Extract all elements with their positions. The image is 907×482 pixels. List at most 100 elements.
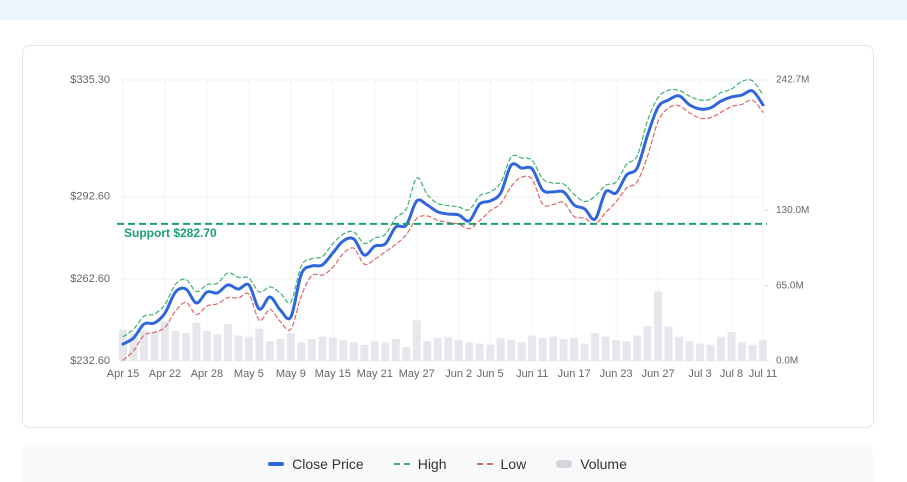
support-label: Support $282.70 [124,226,217,240]
x-tick-label: Apr 22 [149,368,181,380]
x-tick-label: May 15 [315,368,351,380]
y-tick-label: $232.60 [70,355,110,367]
y2-tick-label: 242.7M [776,75,809,86]
volume-bar [234,335,243,361]
volume-bar [213,334,222,361]
x-tick-label: May 9 [276,368,306,380]
line-2 [122,99,764,361]
volume-bar [381,342,390,361]
legend-item[interactable]: High [393,455,447,472]
volume-bar [748,344,757,361]
volume-bar [570,337,579,361]
legend-item[interactable]: Volume [556,456,627,472]
x-tick-label: May 27 [399,368,435,380]
legend-item[interactable]: Low [476,455,527,472]
volume-bar [696,343,705,361]
volume-bar [391,339,400,361]
volume-bar [738,342,747,361]
volume-bar [192,322,201,361]
volume-bar [601,336,610,361]
volume-bar [360,344,369,361]
volume-bar [675,336,684,361]
volume-bar [150,332,159,361]
volume-bar [276,339,285,361]
legend-label: High [417,455,447,472]
legend-swatch [556,459,573,468]
volume-bar [706,344,715,361]
volume-bar [307,339,316,361]
volume-bar [643,326,652,361]
legend-swatch [476,462,493,465]
volume-bar [727,332,736,361]
legend-item[interactable]: Close Price [268,456,364,472]
volume-bar [286,333,295,361]
top-bar [0,0,907,20]
legend-label: Low [500,455,527,472]
x-tick-label: May 21 [357,368,393,380]
volume-bar [244,336,253,361]
volume-bar [475,343,484,361]
volume-bar [717,336,726,361]
line-1 [122,79,764,338]
y2-tick-label: 65.0M [776,280,804,291]
volume-bar [633,335,642,361]
y-tick-label: $262.60 [70,273,110,285]
volume-bar [549,336,558,361]
volume-bar [171,330,180,361]
y2-tick-label: 0.0M [776,356,798,367]
volume-bar [370,341,379,361]
volume-bar [517,342,526,361]
x-tick-label: Apr 15 [107,368,139,380]
volume-bar [328,337,337,361]
volume-bar [433,337,442,361]
volume-bar [223,323,232,361]
y2-tick-label: 130.0M [776,205,809,216]
x-tick-label: Jun 27 [642,368,675,380]
x-tick-label: Jun 17 [558,368,591,380]
legend-label: Volume [580,455,627,472]
volume-bar [402,347,411,361]
legend-label: Close Price [292,455,364,472]
x-tick-label: Jun 11 [516,368,548,380]
x-tick-label: Jun 2 [445,368,472,380]
volume-bar [423,341,432,361]
x-tick-label: Jul 11 [749,368,778,380]
x-tick-label: Jun 5 [477,368,504,380]
volume-bar [507,340,516,361]
volume-bar [202,330,211,361]
legend-swatch [268,461,285,466]
x-tick-label: Jul 3 [688,368,711,380]
volume-bar [412,320,421,361]
volume-bar [580,343,589,361]
volume-bar [454,340,463,361]
volume-bar [496,337,505,361]
volume-bar [265,341,274,361]
volume-bar [444,336,453,361]
y-tick-label: $335.30 [70,74,110,86]
line-0 [121,89,765,346]
volume-bar [612,340,621,361]
volume-bar [528,335,537,361]
x-tick-label: May 5 [234,368,264,380]
volume-bar [349,342,358,361]
legend: Close Price High Low Volume [22,445,873,482]
volume-bar [160,321,169,361]
y-tick-label: $292.60 [70,191,110,203]
volume-bar [654,291,663,361]
volume-bar [559,339,568,361]
volume-bar [685,341,694,361]
volume-bar [622,341,631,361]
x-tick-label: Apr 28 [191,368,223,380]
volume-bar [297,342,306,361]
volume-bar [465,342,474,361]
volume-bar [339,340,348,361]
x-tick-label: Jul 8 [720,368,743,380]
legend-swatch [393,462,410,465]
volume-bar [538,337,547,361]
volume-bar [664,326,673,361]
volume-bar [129,334,138,361]
volume-bar [139,330,148,361]
volume-bar [255,328,264,361]
